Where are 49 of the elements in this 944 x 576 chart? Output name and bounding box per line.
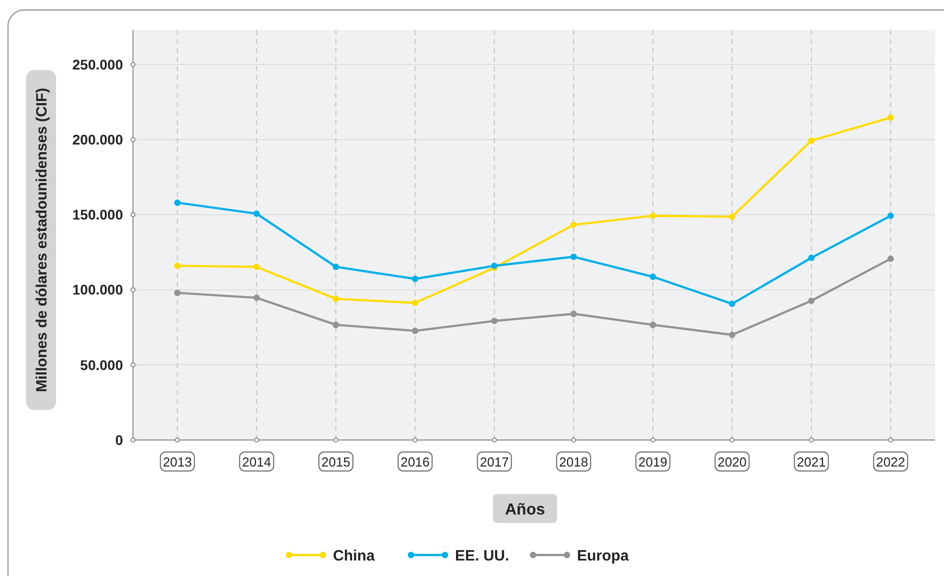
point — [253, 294, 260, 301]
x-axis-title: Años — [505, 502, 546, 519]
x-tick-label: 2014 — [242, 454, 272, 470]
x-tick-label: 2020 — [718, 454, 747, 470]
legend-label: EE. UU. — [455, 547, 510, 564]
x-tick-label: 2017 — [480, 454, 509, 470]
point — [332, 322, 340, 328]
point — [174, 290, 181, 296]
point — [412, 300, 418, 306]
legend-label: China — [333, 547, 376, 564]
x-tick-label: 2019 — [638, 454, 668, 470]
point — [808, 254, 815, 262]
y-tick-label: 150.000 — [72, 206, 124, 223]
point — [412, 328, 418, 334]
point — [887, 212, 894, 219]
y-tick-label: 0 — [115, 432, 124, 448]
y-tick-label: 250.000 — [72, 56, 124, 72]
x-tick-label: 2022 — [876, 454, 906, 470]
point — [650, 322, 656, 328]
point — [491, 318, 498, 324]
point — [728, 213, 736, 220]
x-tick-label: 2016 — [400, 454, 430, 470]
point — [253, 210, 260, 217]
point — [808, 137, 815, 144]
point — [332, 296, 340, 302]
point — [174, 262, 181, 269]
point — [412, 276, 418, 282]
x-tick-label: 2013 — [162, 454, 192, 470]
point — [570, 222, 577, 228]
y-tick-label: 100.000 — [72, 282, 124, 298]
point — [728, 300, 736, 307]
x-tick-label: 2015 — [321, 454, 350, 470]
point — [887, 114, 894, 121]
point — [650, 212, 656, 219]
point — [570, 254, 577, 260]
point — [650, 274, 656, 280]
y-tick-label: 50.000 — [80, 356, 124, 373]
legend-label: Europa — [577, 547, 630, 564]
point — [174, 200, 181, 206]
point — [570, 310, 577, 318]
point — [253, 264, 260, 270]
point — [332, 264, 340, 270]
point — [887, 256, 894, 262]
x-tick-label: 2018 — [559, 454, 588, 470]
y-axis-title: Millones de dólares estadounidenses (CIF) — [33, 88, 50, 392]
y-tick-label: 200.000 — [72, 132, 124, 148]
point — [728, 332, 736, 338]
point — [808, 298, 815, 304]
x-tick-label: 2021 — [796, 454, 826, 470]
